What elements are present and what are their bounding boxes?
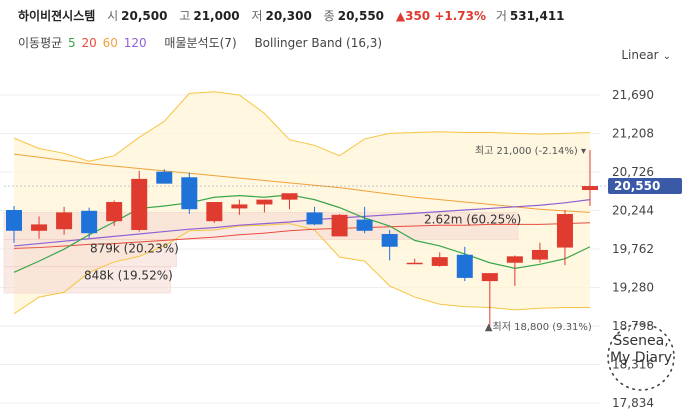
change-value: ▲350 +1.73% <box>395 9 486 23</box>
close-label: 종 <box>323 9 335 23</box>
volume-value: 531,411 <box>509 9 565 23</box>
candle-body <box>31 224 48 231</box>
volume-label: 거 <box>495 9 507 23</box>
watermark-line1: Ssenea, <box>613 333 669 349</box>
low-label: 저 <box>251 9 263 23</box>
ma-label[interactable]: 이동평균 <box>18 36 63 50</box>
volume-profile-label: 879k (20.23%) <box>90 242 179 256</box>
stock-name[interactable]: 하이비젼시스템 <box>18 9 96 23</box>
open-value: 20,500 <box>121 9 168 23</box>
candle-body <box>131 178 148 230</box>
ma120-label[interactable]: 120 <box>123 36 147 50</box>
high-label: 고 <box>179 9 191 23</box>
current-price-tag <box>608 178 682 195</box>
candle-body <box>356 219 373 231</box>
candle-body <box>331 214 348 237</box>
candle-body <box>81 210 98 234</box>
scale-mode: Linear <box>621 48 659 62</box>
candle-body <box>406 262 423 265</box>
candle-body <box>582 186 598 191</box>
candle-body <box>256 199 273 205</box>
candle-body <box>306 212 323 225</box>
candle-body <box>556 214 573 248</box>
candle-body <box>206 202 223 222</box>
volume-profile-bar <box>3 266 171 294</box>
volume-profile-label: 848k (19.52%) <box>84 269 173 283</box>
volume-profile-label[interactable]: 매물분석도(7) <box>164 36 237 50</box>
candle-body <box>506 256 523 263</box>
y-tick-label: 17,834 <box>612 396 654 410</box>
y-tick-label: 20,244 <box>612 204 654 218</box>
y-tick-label: 19,280 <box>612 281 654 295</box>
candle-body <box>56 212 73 230</box>
volume-profile-label: 2.62m (60.25%) <box>424 212 521 226</box>
current-price-value: 20,550 <box>614 179 660 193</box>
ma5-line <box>13 194 591 273</box>
y-tick-label: 18,798 <box>612 319 654 333</box>
candle-body <box>381 233 398 247</box>
ma60-line <box>13 153 591 213</box>
y-tick-label: 21,690 <box>612 88 654 102</box>
stock-header: 하이비젼시스템 시 20,500 고 21,000 저 20,300 종 20,550 … <box>18 6 573 26</box>
bollinger-upper-line <box>13 91 591 162</box>
bollinger-label[interactable]: Bollinger Band (16,3) <box>254 36 383 50</box>
chevron-down-icon: ⌄ <box>662 51 671 62</box>
watermark: Ssenea, My Diary <box>606 333 676 367</box>
candle-body <box>281 193 298 200</box>
indicator-legend: 이동평균 5 20 60 120 매물분석도(7) Bollinger Band… <box>18 34 384 51</box>
y-tick-label: 20,726 <box>612 165 654 179</box>
candle-body <box>6 210 22 231</box>
candle-body <box>531 249 548 260</box>
watermark-ring <box>607 323 675 391</box>
watermark-line2: My Diary <box>609 350 673 366</box>
y-tick-label: 18,316 <box>612 358 654 372</box>
ma20-line <box>13 222 591 249</box>
close-value: 20,550 <box>337 9 385 23</box>
ma20-label[interactable]: 20 <box>81 36 97 50</box>
candle-body <box>456 254 473 278</box>
high-annotation: 최고 21,000 (-2.14%) ▾ <box>475 145 586 157</box>
open-label: 시 <box>107 9 119 23</box>
candle-body <box>431 257 448 266</box>
low-value: 20,300 <box>265 9 312 23</box>
ma60-label[interactable]: 60 <box>102 36 118 50</box>
candle-body <box>481 273 498 282</box>
candle-body <box>156 171 173 184</box>
candle-body <box>181 177 198 210</box>
low-annotation: ▲최저 18,800 (9.31%) <box>485 321 592 333</box>
ma5-label[interactable]: 5 <box>68 36 76 50</box>
scale-selector[interactable]: Linear ⌄ <box>621 48 671 62</box>
y-tick-label: 21,208 <box>612 127 654 141</box>
candle-body <box>106 202 123 222</box>
high-value: 21,000 <box>193 9 240 23</box>
candle-body <box>231 204 248 209</box>
ma120-line <box>13 199 591 247</box>
bollinger-lower-line <box>13 223 590 315</box>
y-tick-label: 19,762 <box>612 242 654 256</box>
